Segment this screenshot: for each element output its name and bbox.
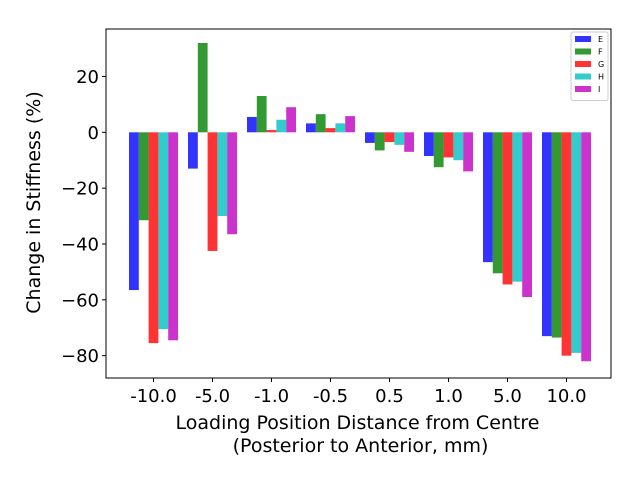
legend-swatch-E [575,36,591,42]
x-tick-label-0: -10.0 [130,386,177,407]
legend-swatch-H [575,73,591,80]
bar-G-5 [443,132,454,158]
bar-I-6 [522,132,532,298]
bar-I-5 [463,132,473,172]
x-axis-label-line-1: Loading Position Distance from Centre [176,412,540,434]
bar-G-0 [148,132,159,344]
bar-G-1 [207,132,218,251]
y-axis-label: Change in Stiffness (%) [23,91,45,313]
legend-label-F: F [598,48,603,57]
x-tick-label-4: 0.5 [375,386,404,407]
legend-label-E: E [598,35,603,44]
y-tick-label-5: −80 [61,346,99,367]
bar-E-6 [483,132,493,263]
bar-I-7 [581,132,591,362]
y-tick-label-3: −40 [61,234,99,255]
bar-F-0 [138,132,149,221]
bar-E-3 [306,123,316,133]
bar-I-1 [227,132,237,235]
x-tick-label-5: 1.0 [434,386,463,407]
bar-H-5 [453,132,464,161]
plot-frame [105,28,612,379]
bar-G-6 [502,132,513,285]
bar-F-6 [492,132,503,274]
bar-G-3 [325,128,336,133]
bar-F-5 [433,132,444,168]
bar-I-3 [345,116,355,133]
bar-H-1 [217,132,228,217]
bar-G-7 [561,132,572,356]
bar-I-4 [404,132,414,152]
x-axis-label-line-2: (Posterior to Anterior, mm) [233,435,489,457]
bar-I-0 [168,132,178,341]
bar-F-4 [374,132,385,151]
legend-swatch-F [575,48,591,55]
x-tick-label-2: -1.0 [254,386,289,407]
bar-H-6 [512,132,523,282]
legend-label-I: I [598,85,600,94]
x-tick-label-7: 10.0 [546,386,586,407]
bar-F-7 [551,132,562,338]
bar-E-4 [365,132,375,143]
x-tick-label-1: -5.0 [195,386,230,407]
bar-F-2 [256,96,267,133]
x-axis: -10.0 -5.0 -1.0 -0.5 0.5 1.0 5.0 10.0 [130,378,587,407]
x-tick-label-3: -0.5 [313,386,348,407]
bar-E-5 [424,132,434,157]
y-tick-label-0: 20 [76,67,99,88]
bar-H-0 [158,132,169,330]
y-axis: 20 0 −20 −40 −60 −80 [61,67,106,367]
bar-F-3 [315,114,326,133]
y-tick-label-1: 0 [88,123,99,144]
y-tick-label-4: −60 [61,290,99,311]
legend-swatch-G [575,61,591,67]
bars-group [129,42,591,362]
bar-G-4 [384,132,395,143]
bar-H-2 [276,119,287,133]
y-tick-label-2: −20 [61,179,99,200]
bar-I-2 [286,107,296,133]
legend-swatch-I [575,86,591,92]
bar-E-1 [188,132,198,169]
bar-F-1 [197,42,208,133]
bar-E-2 [247,116,257,133]
bar-H-7 [571,132,582,353]
bar-H-3 [335,123,346,133]
bar-E-7 [542,132,552,337]
legend-label-H: H [598,73,604,82]
bar-E-0 [129,132,139,291]
bar-G-2 [266,130,277,133]
x-tick-label-6: 5.0 [493,386,522,407]
legend-label-G: G [598,60,604,69]
bar-H-4 [394,132,405,145]
